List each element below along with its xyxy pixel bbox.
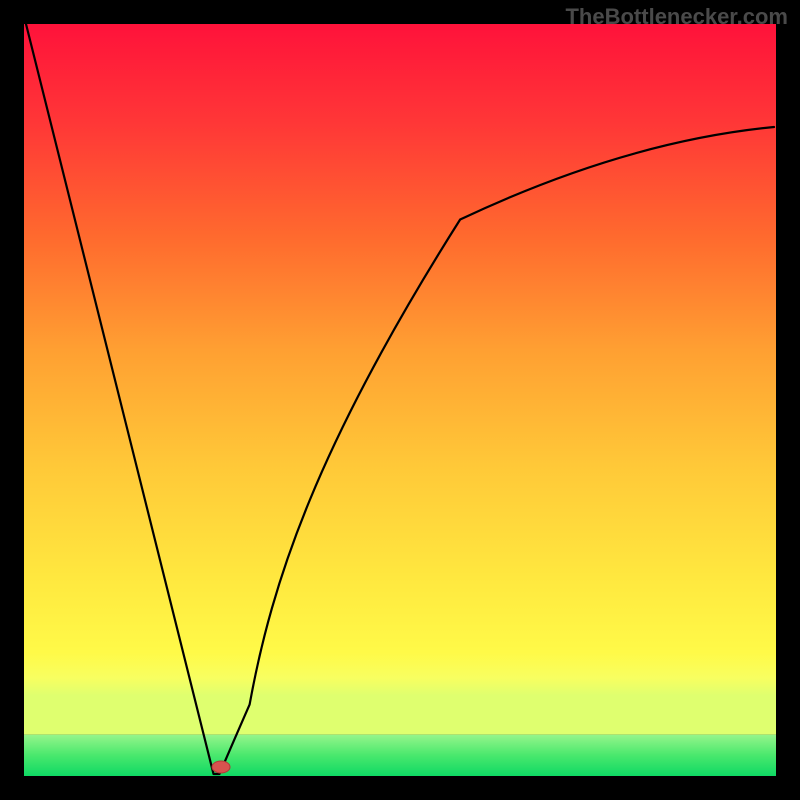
optimal-marker (212, 761, 230, 773)
watermark-text: TheBottlenecker.com (565, 4, 788, 30)
bottleneck-chart (0, 0, 800, 800)
optimal-band (24, 735, 776, 776)
chart-stage: TheBottlenecker.com (0, 0, 800, 800)
heat-gradient (24, 24, 776, 735)
